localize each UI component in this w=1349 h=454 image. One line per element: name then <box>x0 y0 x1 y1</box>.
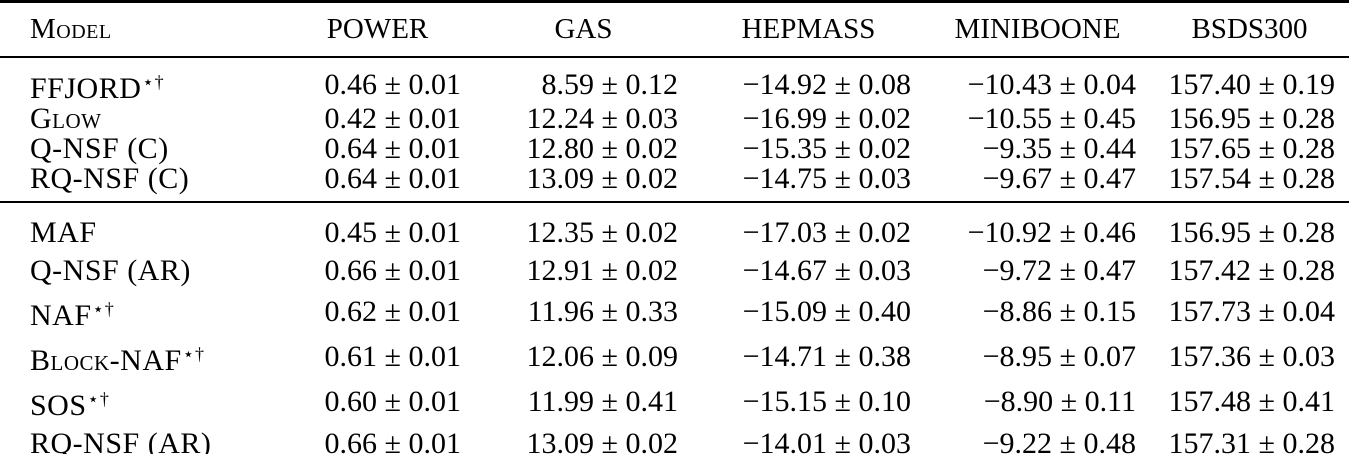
model-name-cell: RQ-NSF (AR) <box>0 425 280 454</box>
column-header-gas: GAS <box>475 0 692 58</box>
value-cell: 157.36 ± 0.03 <box>1168 340 1335 374</box>
value-cell: −9.67 ± 0.47 <box>982 161 1136 195</box>
table-row: MAF 0.45 ± 0.01 12.35 ± 0.02 −17.03 ± 0.02 −… <box>0 202 1349 252</box>
value-cell: −16.99 ± 0.02 <box>742 101 911 135</box>
model-name: Q-NSF (AR) <box>30 253 191 287</box>
value-cell: 157.40 ± 0.19 <box>1168 68 1335 102</box>
value-cell: −8.90 ± 0.11 <box>983 385 1136 419</box>
table-group-autoregressive-models: MAF 0.45 ± 0.01 12.35 ± 0.02 −17.03 ± 0.02 −… <box>0 202 1349 454</box>
column-header-model: Model <box>0 0 280 58</box>
table-group-flow-models: FFJORD⋆† 0.46 ± 0.01 8.59 ± 0.12 −14.92 ± 0… <box>0 57 1349 202</box>
table-row: Glow 0.42 ± 0.01 12.24 ± 0.03 −16.99 ± 0.02… <box>0 101 1349 135</box>
table-row: Block-NAF⋆† 0.61 ± 0.01 12.06 ± 0.09 −14.71… <box>0 335 1349 380</box>
model-name: Block-NAF <box>30 343 182 377</box>
model-name: Q-NSF (C) <box>30 131 169 165</box>
table-row: NAF⋆† 0.62 ± 0.01 11.96 ± 0.33 −15.09 ± 0.4… <box>0 290 1349 335</box>
value-cell: 0.66 ± 0.01 <box>324 426 461 454</box>
value-cell: 12.80 ± 0.02 <box>526 131 678 165</box>
value-cell: 8.59 ± 0.12 <box>541 68 678 102</box>
value-cell: 13.09 ± 0.02 <box>526 161 678 195</box>
value-cell: 0.62 ± 0.01 <box>324 295 461 329</box>
value-cell: 157.65 ± 0.28 <box>1168 131 1335 165</box>
model-name: NAF <box>30 298 92 332</box>
value-cell: −14.75 ± 0.03 <box>742 161 911 195</box>
value-cell: 0.45 ± 0.01 <box>324 215 461 249</box>
table-row: Q-NSF (AR) 0.66 ± 0.01 12.91 ± 0.02 −14.67 … <box>0 252 1349 290</box>
footnote-marks: ⋆† <box>142 72 165 92</box>
value-cell: 11.99 ± 0.41 <box>527 385 678 419</box>
value-cell: 13.09 ± 0.02 <box>526 426 678 454</box>
model-name-cell: MAF <box>0 202 280 252</box>
value-cell: 0.66 ± 0.01 <box>324 253 461 287</box>
value-cell: −15.09 ± 0.40 <box>742 295 911 329</box>
value-cell: 12.91 ± 0.02 <box>526 253 678 287</box>
table-row: RQ-NSF (AR) 0.66 ± 0.01 13.09 ± 0.02 −14.01… <box>0 425 1349 454</box>
value-cell: −17.03 ± 0.02 <box>742 215 911 249</box>
table-row: SOS⋆† 0.60 ± 0.01 11.99 ± 0.41 −15.15 ± 0.1… <box>0 380 1349 425</box>
value-cell: 0.64 ± 0.01 <box>324 131 461 165</box>
value-cell: −8.95 ± 0.07 <box>982 340 1136 374</box>
table-row: Q-NSF (C) 0.64 ± 0.01 12.80 ± 0.02 −15.35 ±… <box>0 131 1349 165</box>
value-cell: 0.64 ± 0.01 <box>324 161 461 195</box>
value-cell: −8.86 ± 0.15 <box>982 295 1136 329</box>
value-cell: 157.54 ± 0.28 <box>1168 161 1335 195</box>
value-cell: 0.60 ± 0.01 <box>324 385 461 419</box>
value-cell: −10.92 ± 0.46 <box>967 215 1136 249</box>
value-cell: 157.48 ± 0.41 <box>1168 385 1335 419</box>
model-name: RQ-NSF (AR) <box>30 426 212 454</box>
footnote-marks: ⋆† <box>92 298 115 319</box>
value-cell: −10.55 ± 0.45 <box>967 101 1136 135</box>
table-row: FFJORD⋆† 0.46 ± 0.01 8.59 ± 0.12 −14.92 ± 0… <box>0 57 1349 104</box>
value-cell: −9.22 ± 0.48 <box>982 426 1136 454</box>
value-cell: 0.42 ± 0.01 <box>324 101 461 135</box>
value-cell: 156.95 ± 0.28 <box>1168 215 1335 249</box>
model-name-cell: NAF⋆† <box>0 290 280 335</box>
model-name-cell: SOS⋆† <box>0 380 280 425</box>
value-cell: 11.96 ± 0.33 <box>527 295 678 329</box>
value-cell: −15.15 ± 0.10 <box>742 385 911 419</box>
model-name-cell: Q-NSF (C) <box>0 131 280 165</box>
table-header: Model POWER GAS HEPMASS MINIBOONE BSDS30… <box>0 0 1349 58</box>
value-cell: −14.92 ± 0.08 <box>742 68 911 102</box>
model-name: MAF <box>30 215 97 249</box>
value-cell: 156.95 ± 0.28 <box>1168 101 1335 135</box>
value-cell: 157.73 ± 0.04 <box>1168 295 1335 329</box>
value-cell: −10.43 ± 0.04 <box>967 68 1136 102</box>
model-name: SOS <box>30 388 87 422</box>
value-cell: −9.35 ± 0.44 <box>982 131 1136 165</box>
model-name: Glow <box>30 101 102 135</box>
value-cell: 157.31 ± 0.28 <box>1168 426 1335 454</box>
value-cell: 12.35 ± 0.02 <box>526 215 678 249</box>
footnote-marks: ⋆† <box>87 388 110 409</box>
header-row: Model POWER GAS HEPMASS MINIBOONE BSDS30… <box>0 0 1349 58</box>
value-cell: 0.61 ± 0.01 <box>324 340 461 374</box>
model-name-cell: FFJORD⋆† <box>0 57 280 104</box>
model-name: RQ-NSF (C) <box>30 161 190 195</box>
value-cell: 0.46 ± 0.01 <box>324 68 461 102</box>
value-cell: −9.72 ± 0.47 <box>982 253 1136 287</box>
table-row: RQ-NSF (C) 0.64 ± 0.01 13.09 ± 0.02 −14.75 … <box>0 161 1349 202</box>
value-cell: −14.67 ± 0.03 <box>742 253 911 287</box>
model-name-cell: RQ-NSF (C) <box>0 161 280 202</box>
model-name: FFJORD <box>30 71 142 105</box>
value-cell: 12.06 ± 0.09 <box>526 340 678 374</box>
model-name-cell: Block-NAF⋆† <box>0 335 280 380</box>
column-header-hepmass: HEPMASS <box>692 0 925 58</box>
column-header-bsds300: BSDS300 <box>1150 0 1349 58</box>
column-header-miniboone: MINIBOONE <box>925 0 1150 58</box>
model-name-cell: Glow <box>0 101 280 135</box>
model-name-cell: Q-NSF (AR) <box>0 252 280 290</box>
value-cell: −14.01 ± 0.03 <box>742 426 911 454</box>
value-cell: 12.24 ± 0.03 <box>526 101 678 135</box>
footnote-marks: ⋆† <box>182 343 205 364</box>
value-cell: −14.71 ± 0.38 <box>742 340 911 374</box>
value-cell: 157.42 ± 0.28 <box>1168 253 1335 287</box>
column-header-power: POWER <box>280 0 475 58</box>
value-cell: −15.35 ± 0.02 <box>742 131 911 165</box>
